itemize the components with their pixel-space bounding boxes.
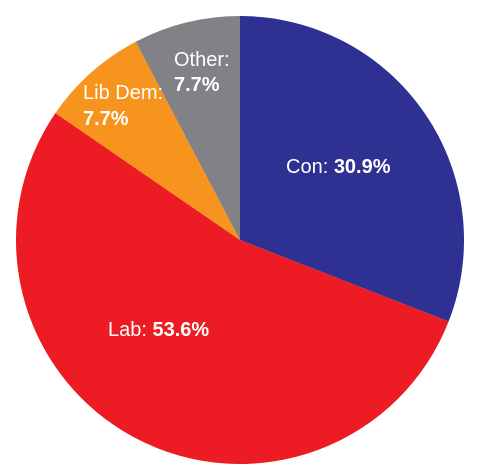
slice-label-other-name: Other: [174, 49, 230, 71]
slice-label-con-name: Con: [286, 156, 328, 178]
pie-slice-con [240, 16, 465, 322]
pie-slices [16, 16, 465, 464]
slice-label-con: Con: 30.9% [286, 156, 391, 178]
slice-label-lab-value: 53.6% [153, 319, 210, 341]
slice-label-libdem-value: 7.7% [83, 108, 129, 130]
slice-label-lab: Lab: 53.6% [108, 319, 209, 341]
slice-label-other-value: 7.7% [174, 74, 220, 96]
slice-label-lab-name: Lab: [108, 319, 147, 341]
slice-label-libdem-name: Lib Dem: [83, 82, 163, 104]
pie-slice-lib-dem [55, 41, 241, 241]
slice-label-con-value: 30.9% [334, 156, 391, 178]
pie-slice-lab [16, 113, 449, 464]
pie-slice-other [135, 16, 240, 240]
